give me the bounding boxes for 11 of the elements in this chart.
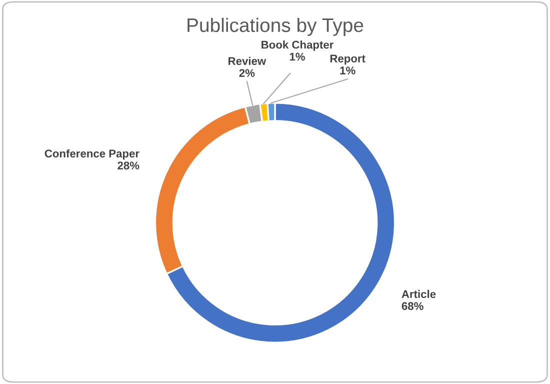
data-label: 28% [118, 162, 140, 170]
slice-label: Article [402, 290, 436, 298]
chart-title: Publications by Type [188, 18, 364, 36]
slice-label: Book Chapter [262, 40, 334, 51]
slice-label: Review [228, 56, 266, 65]
data-label: 1% [340, 66, 356, 74]
data-label: 2% [239, 69, 255, 77]
data-label: 1% [290, 52, 305, 61]
slice-label: Report [330, 54, 366, 65]
data-label: 68% [402, 302, 424, 310]
slice-label: Conference Paper [44, 149, 140, 160]
